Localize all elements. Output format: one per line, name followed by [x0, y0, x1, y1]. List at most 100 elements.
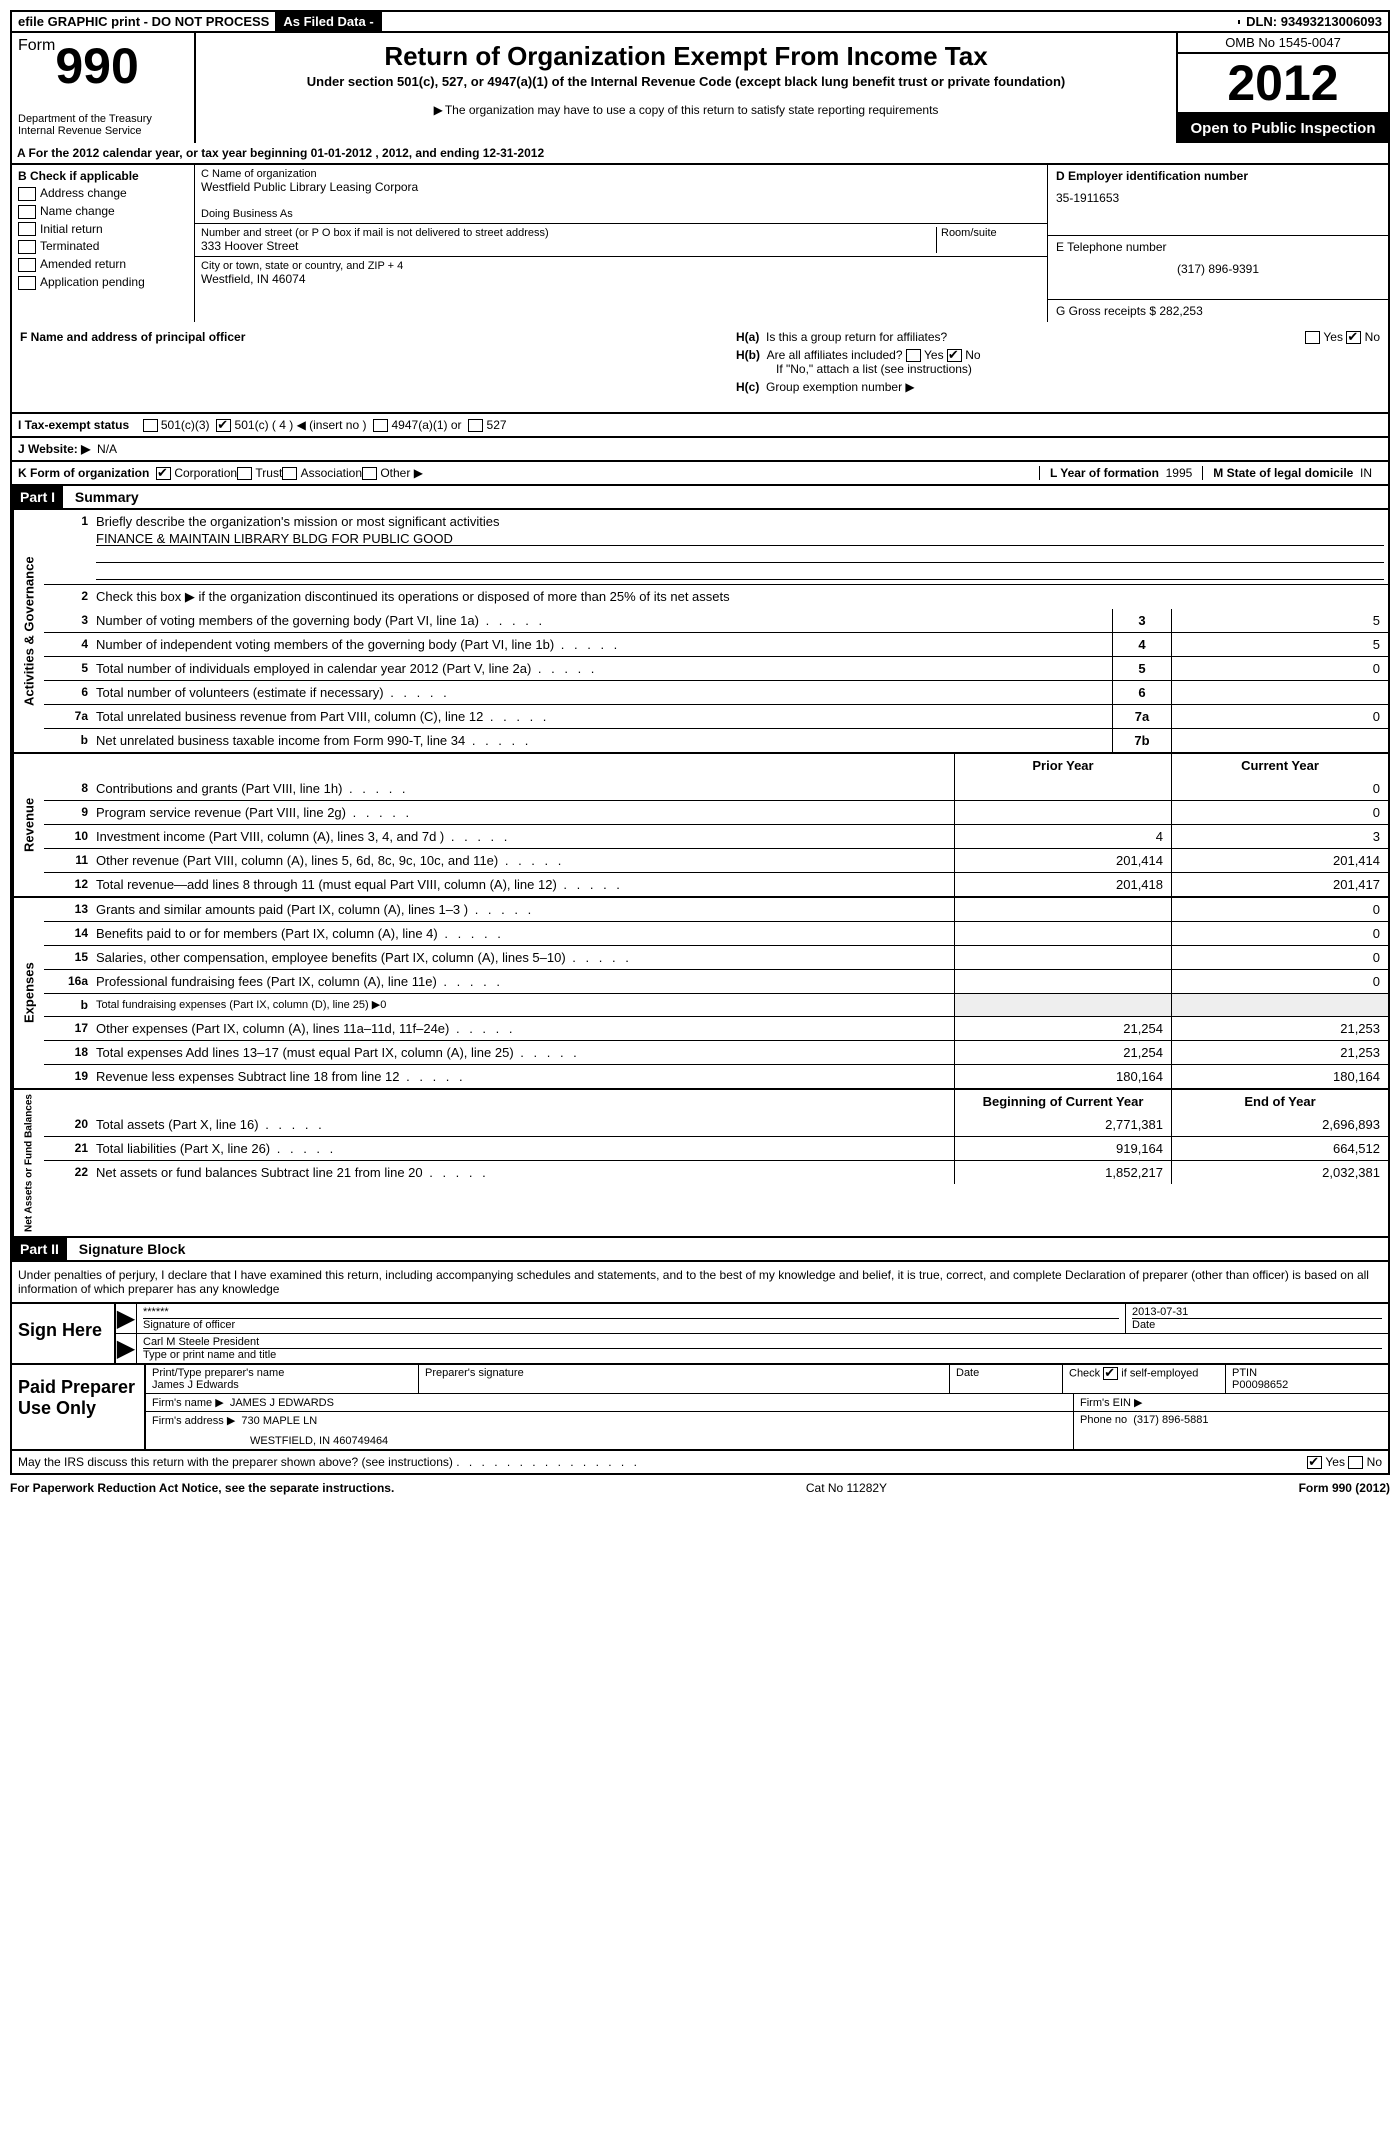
h-b: H(b) Are all affiliates included? Yes No…: [736, 348, 1380, 376]
part-tag: Part I: [12, 486, 63, 508]
ptin-label: PTIN: [1232, 1367, 1382, 1379]
line-1: Briefly describe the organization's miss…: [92, 510, 1388, 584]
expense-row: 19 Revenue less expenses Subtract line 1…: [44, 1064, 1388, 1088]
discuss-yes-checkbox[interactable]: [1307, 1456, 1322, 1469]
check-application-pending[interactable]: Application pending: [18, 275, 188, 290]
addr-value: 333 Hoover Street: [201, 239, 932, 253]
header-right: OMB No 1545-0047 2012 Open to Public Ins…: [1176, 33, 1388, 143]
h-section: H(a) Is this a group return for affiliat…: [728, 322, 1388, 412]
self-employed-cell: Check if self-employed: [1063, 1365, 1226, 1393]
netasset-row: 22 Net assets or fund balances Subtract …: [44, 1160, 1388, 1184]
date-label: Date: [1132, 1318, 1382, 1331]
firm-addr-label: Firm's address ▶: [152, 1415, 235, 1427]
dln-value: 93493213006093: [1281, 14, 1382, 29]
ein-value: 35-1911653: [1056, 191, 1380, 205]
form-title: Return of Organization Exempt From Incom…: [202, 41, 1170, 72]
firm-addr: 730 MAPLE LN: [241, 1415, 317, 1427]
revenue-section: Revenue Prior Year Current Year 8 Contri…: [10, 754, 1390, 898]
k-other-checkbox[interactable]: [362, 467, 377, 480]
f-label: F Name and address of principal officer: [20, 330, 720, 344]
expense-row: 18 Total expenses Add lines 13–17 (must …: [44, 1040, 1388, 1064]
efile-label: efile GRAPHIC print - DO NOT PROCESS: [12, 12, 277, 31]
signature-date: 2013-07-31: [1132, 1306, 1382, 1318]
form-left: Form990 Department of the Treasury Inter…: [12, 33, 196, 143]
part-1-header: Part I Summary: [10, 486, 1390, 510]
check-amended-return[interactable]: Amended return: [18, 257, 188, 272]
line-1-num: 1: [44, 510, 92, 584]
line-a: A For the 2012 calendar year, or tax yea…: [10, 143, 1390, 165]
city-cell: City or town, state or country, and ZIP …: [195, 257, 1047, 289]
tel-label: E Telephone number: [1056, 240, 1380, 254]
signature-stars: ******: [143, 1306, 1119, 1318]
ha-no-checkbox[interactable]: [1346, 331, 1361, 344]
check-initial-return[interactable]: Initial return: [18, 222, 188, 237]
check-address-change[interactable]: Address change: [18, 186, 188, 201]
dept-treasury: Department of the Treasury: [18, 113, 188, 125]
org-name: Westfield Public Library Leasing Corpora: [201, 180, 1041, 194]
expense-row: 15 Salaries, other compensation, employe…: [44, 945, 1388, 969]
k-corp-checkbox[interactable]: [156, 467, 171, 480]
expense-row: 16a Professional fundraising fees (Part …: [44, 969, 1388, 993]
i-501c3-checkbox[interactable]: [143, 419, 158, 432]
revenue-row: 8 Contributions and grants (Part VIII, l…: [44, 777, 1388, 800]
city-label: City or town, state or country, and ZIP …: [201, 260, 1041, 272]
footer-mid: Cat No 11282Y: [806, 1481, 887, 1495]
netassets-section: Net Assets or Fund Balances Beginning of…: [10, 1090, 1390, 1238]
prep-name: James J Edwards: [152, 1379, 412, 1391]
revenue-row: 9 Program service revenue (Part VIII, li…: [44, 800, 1388, 824]
discuss-row: May the IRS discuss this return with the…: [10, 1451, 1390, 1475]
form-word: Form: [18, 37, 55, 54]
section-bcd: B Check if applicable Address change Nam…: [10, 165, 1390, 322]
page-footer: For Paperwork Reduction Act Notice, see …: [10, 1475, 1390, 1501]
paid-preparer-label: Paid Preparer Use Only: [12, 1365, 146, 1449]
hb-yes-checkbox[interactable]: [906, 349, 921, 362]
signature-label: Signature of officer: [143, 1318, 1119, 1331]
prep-date-label: Date: [950, 1365, 1063, 1393]
column-d: D Employer identification number 35-1911…: [1047, 165, 1388, 322]
arrow-icon: ▶: [116, 1304, 137, 1333]
firm-name: JAMES J EDWARDS: [230, 1397, 334, 1409]
k-assoc-checkbox[interactable]: [282, 467, 297, 480]
begin-year-header: Beginning of Current Year: [954, 1090, 1171, 1113]
gross-cell: G Gross receipts $ 282,253: [1048, 300, 1388, 322]
expense-row: 17 Other expenses (Part IX, column (A), …: [44, 1016, 1388, 1040]
check-terminated[interactable]: Terminated: [18, 239, 188, 254]
ha-yes-checkbox[interactable]: [1305, 331, 1320, 344]
k-trust-checkbox[interactable]: [237, 467, 252, 480]
part-title: Summary: [67, 489, 139, 505]
header-center: Return of Organization Exempt From Incom…: [196, 33, 1176, 143]
expense-row: 14 Benefits paid to or for members (Part…: [44, 921, 1388, 945]
row-i-label: I Tax-exempt status: [18, 418, 129, 432]
row-k-label: K Form of organization: [18, 466, 149, 480]
h-b-note: If "No," attach a list (see instructions…: [776, 362, 1380, 376]
check-name-change[interactable]: Name change: [18, 204, 188, 219]
form-note: The organization may have to use a copy …: [202, 103, 1170, 117]
state-domicile: M State of legal domicile IN: [1202, 466, 1382, 480]
spacer: [382, 20, 1240, 24]
netasset-row: 21 Total liabilities (Part X, line 26) 9…: [44, 1136, 1388, 1160]
revenue-row: 12 Total revenue—add lines 8 through 11 …: [44, 872, 1388, 896]
dba-label: Doing Business As: [201, 208, 1041, 220]
phone-label: Phone no: [1080, 1414, 1127, 1426]
phone-value: (317) 896-5881: [1133, 1414, 1208, 1426]
prep-name-label: Print/Type preparer's name: [152, 1367, 412, 1379]
mission-text: FINANCE & MAINTAIN LIBRARY BLDG FOR PUBL…: [96, 531, 1384, 546]
discuss-no-checkbox[interactable]: [1348, 1456, 1363, 1469]
i-4947-checkbox[interactable]: [373, 419, 388, 432]
self-employed-checkbox[interactable]: [1103, 1367, 1118, 1380]
principal-officer: F Name and address of principal officer: [12, 322, 728, 412]
revenue-row: 10 Investment income (Part VIII, column …: [44, 824, 1388, 848]
org-name-label: C Name of organization: [201, 168, 1041, 180]
i-501c-checkbox[interactable]: [216, 419, 231, 432]
summary-row: 5 Total number of individuals employed i…: [44, 656, 1388, 680]
hb-no-checkbox[interactable]: [947, 349, 962, 362]
org-name-cell: C Name of organization Westfield Public …: [195, 165, 1047, 224]
footer-left: For Paperwork Reduction Act Notice, see …: [10, 1481, 394, 1495]
top-bar: efile GRAPHIC print - DO NOT PROCESS As …: [10, 10, 1390, 33]
column-b: B Check if applicable Address change Nam…: [12, 165, 195, 322]
firm-addr2: WESTFIELD, IN 460749464: [250, 1435, 1067, 1447]
tel-cell: E Telephone number (317) 896-9391: [1048, 236, 1388, 300]
i-527-checkbox[interactable]: [468, 419, 483, 432]
revenue-row: 11 Other revenue (Part VIII, column (A),…: [44, 848, 1388, 872]
row-k: K Form of organization Corporation Trust…: [10, 462, 1390, 486]
